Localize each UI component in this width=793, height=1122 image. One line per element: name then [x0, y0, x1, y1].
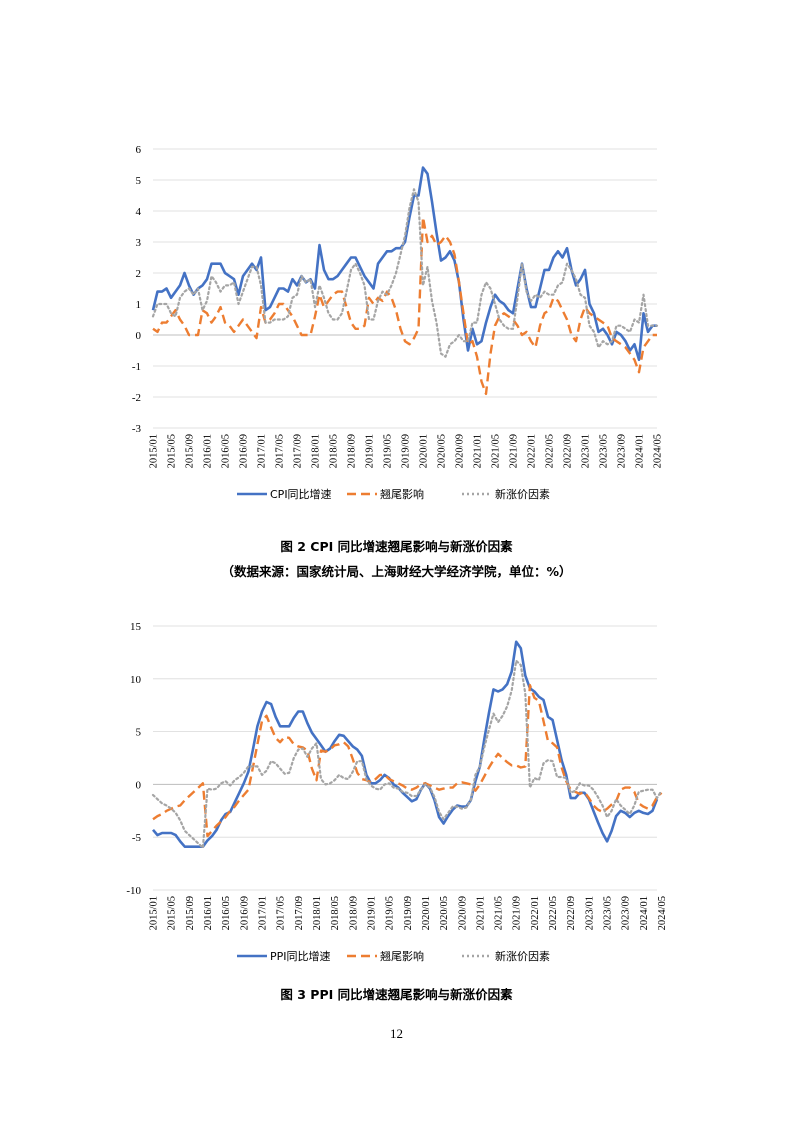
y-tick-label: 0 — [136, 779, 142, 791]
y-tick-label: 15 — [130, 621, 142, 633]
legend-label-3: 新涨价因素 — [495, 487, 550, 501]
cpi-decomposition-chart: -3 -2 -1 0 1 2 3 4 5 6 2015/01 2015/05 2015/09 2016/0… — [132, 144, 664, 501]
series-line-1 — [151, 166, 657, 362]
legend-label-1: CPI同比增速 — [270, 487, 332, 501]
x-tick-label: 2017/01 — [257, 896, 268, 930]
x-tick-label: 2017/05 — [275, 434, 286, 468]
x-tick-label: 2020/05 — [439, 896, 450, 930]
figure-2-source-note: （数据来源：国家统计局、上海财经大学经济学院，单位：%） — [221, 564, 572, 579]
x-tick-label: 2022/09 — [563, 434, 574, 468]
x-tick-label: 2017/09 — [294, 896, 305, 930]
y-tick-label: 5 — [136, 175, 142, 187]
x-tick-label: 2018/05 — [330, 896, 341, 930]
x-tick-label: 2016/01 — [203, 434, 214, 468]
x-tick-label: 2016/09 — [239, 896, 250, 930]
y-tick-label: -3 — [132, 423, 142, 435]
x-tick-label: 2019/09 — [403, 896, 414, 930]
legend-label-1: PPI同比增速 — [270, 949, 331, 963]
x-tick-label: 2022/09 — [566, 896, 577, 930]
x-tick-label: 2018/01 — [312, 896, 323, 930]
x-tick-label: 2020/05 — [437, 434, 448, 468]
x-tick-label: 2024/05 — [653, 434, 664, 468]
x-tick-label: 2023/09 — [621, 896, 632, 930]
x-tick-label: 2021/05 — [494, 896, 505, 930]
x-tick-label: 2019/09 — [401, 434, 412, 468]
x-tick-label: 2016/05 — [221, 896, 232, 930]
x-tick-label: 2015/05 — [167, 434, 178, 468]
y-tick-label: 4 — [136, 206, 142, 218]
y-tick-label: 6 — [136, 144, 142, 156]
x-tick-label: 2015/01 — [149, 896, 160, 930]
x-tick-label: 2016/01 — [203, 896, 214, 930]
x-tick-label: 2022/05 — [545, 434, 556, 468]
figure-2-caption: 图 2 CPI 同比增速翘尾影响与新涨价因素 — [280, 539, 513, 554]
x-tick-label: 2019/01 — [365, 434, 376, 468]
y-tick-label: 1 — [136, 299, 142, 311]
figure-3-caption: 图 3 PPI 同比增速翘尾影响与新涨价因素 — [280, 987, 513, 1002]
x-tick-label: 2023/09 — [617, 434, 628, 468]
x-tick-label: 2019/05 — [385, 896, 396, 930]
legend-label-3: 新涨价因素 — [495, 949, 550, 963]
y-tick-label: -10 — [126, 885, 141, 897]
page-number: 12 — [390, 1026, 403, 1041]
x-tick-label: 2024/05 — [657, 896, 668, 930]
y-tick-label: 10 — [130, 674, 142, 686]
x-tick-label: 2021/01 — [475, 896, 486, 930]
x-tick-label: 2021/09 — [509, 434, 520, 468]
x-tick-label: 2015/09 — [185, 896, 196, 930]
series-line-2 — [152, 215, 657, 396]
x-tick-label: 2017/01 — [257, 434, 268, 468]
x-tick-label: 2020/09 — [457, 896, 468, 930]
y-tick-label: -1 — [132, 361, 141, 373]
x-tick-label: 2019/01 — [366, 896, 377, 930]
x-tick-label: 2015/01 — [149, 434, 160, 468]
y-tick-label: 0 — [136, 330, 142, 342]
x-tick-label: 2020/09 — [455, 434, 466, 468]
x-tick-label: 2018/09 — [347, 434, 358, 468]
x-tick-label: 2015/05 — [167, 896, 178, 930]
y-tick-label: 5 — [136, 727, 142, 739]
series-line-3 — [151, 188, 659, 358]
x-tick-label: 2023/05 — [603, 896, 614, 930]
y-tick-label: -2 — [132, 392, 141, 404]
x-tick-label: 2020/01 — [419, 434, 430, 468]
x-tick-label: 2022/05 — [548, 896, 559, 930]
x-tick-label: 2017/09 — [293, 434, 304, 468]
x-tick-label: 2016/05 — [221, 434, 232, 468]
legend-label-2: 翘尾影响 — [380, 950, 424, 963]
x-tick-label: 2020/01 — [421, 896, 432, 930]
x-tick-label: 2022/01 — [530, 896, 541, 930]
y-tick-label: -5 — [132, 832, 142, 844]
y-tick-label: 3 — [136, 237, 142, 249]
series-line-1 — [152, 640, 659, 848]
y-tick-label: 2 — [136, 268, 142, 280]
x-tick-label: 2018/05 — [329, 434, 340, 468]
ppi-decomposition-chart: -10 -5 0 5 10 15 2015/01 2015/05 2015/09 2016/01 2… — [126, 621, 668, 963]
series-line-3 — [151, 659, 663, 849]
series-line-2 — [152, 683, 663, 838]
x-tick-label: 2024/01 — [639, 896, 650, 930]
x-tick-label: 2018/01 — [311, 434, 322, 468]
x-tick-label: 2021/01 — [473, 434, 484, 468]
x-tick-label: 2024/01 — [635, 434, 646, 468]
x-tick-label: 2021/09 — [512, 896, 523, 930]
legend-label-2: 翘尾影响 — [380, 488, 424, 501]
x-tick-label: 2021/05 — [491, 434, 502, 468]
x-tick-label: 2023/05 — [599, 434, 610, 468]
x-tick-label: 2018/09 — [348, 896, 359, 930]
x-tick-label: 2016/09 — [239, 434, 250, 468]
x-tick-label: 2015/09 — [185, 434, 196, 468]
x-tick-label: 2017/05 — [276, 896, 287, 930]
x-tick-label: 2023/01 — [584, 896, 595, 930]
x-tick-label: 2019/05 — [383, 434, 394, 468]
x-tick-label: 2022/01 — [527, 434, 538, 468]
x-tick-label: 2023/01 — [581, 434, 592, 468]
